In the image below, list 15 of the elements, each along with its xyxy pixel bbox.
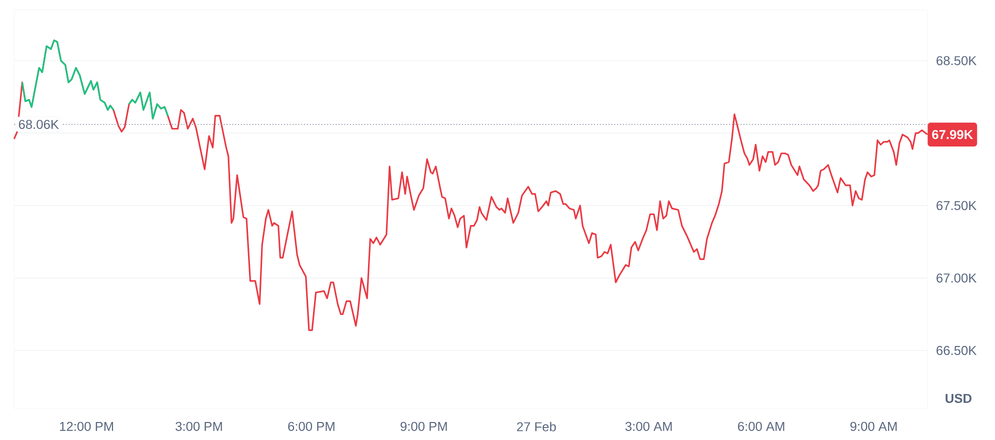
y-tick-label: 67.50K	[936, 201, 977, 210]
x-tick-label: 9:00 PM	[400, 422, 447, 432]
x-tick-label: 3:00 PM	[176, 422, 222, 432]
x-tick-label: 6:00 AM	[738, 422, 784, 432]
y-axis-title: USD	[946, 394, 972, 404]
annotation: 67.99K	[932, 130, 973, 140]
x-tick-label: 3:00 AM	[625, 422, 672, 432]
y-tick-label: 67.00K	[936, 274, 977, 283]
y-tick-label: 66.50K	[936, 346, 977, 356]
ref-line-label: 68.06K	[18, 120, 59, 130]
x-tick-label: 27 Feb	[517, 422, 556, 432]
x-tick-label: 6:00 PM	[288, 422, 334, 432]
y-tick-label: 68.50K	[936, 56, 977, 66]
x-tick-label: 9:00 AM	[850, 422, 897, 432]
x-tick-label: 12:00 PM	[60, 422, 114, 432]
